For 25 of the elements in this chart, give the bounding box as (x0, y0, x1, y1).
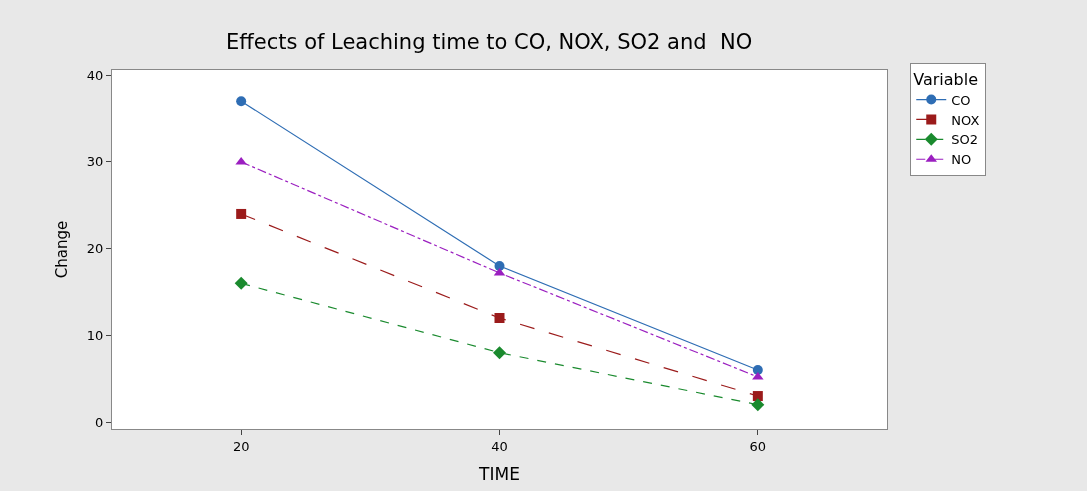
point (752, 365, 763, 376)
y-tick-label: 0 (95, 414, 104, 430)
point (752, 391, 763, 402)
x-tick-label: 60 (749, 438, 767, 454)
legend-label: NOX (951, 112, 980, 128)
point (236, 96, 247, 107)
legend-label: CO (951, 92, 971, 108)
point (493, 346, 506, 360)
point (494, 313, 505, 323)
x-axis-title: TIME (478, 464, 520, 484)
point (751, 398, 765, 412)
point (234, 276, 248, 290)
y-tick-label: 10 (86, 327, 104, 343)
point (236, 208, 247, 219)
chart-title: Effects of Leaching time to CO, NOX, SO2 and NO (226, 30, 753, 55)
x-tick-label: 40 (491, 438, 508, 454)
y-axis-title: Change (53, 220, 72, 279)
point (494, 260, 505, 271)
y-tick-label: 40 (86, 67, 104, 83)
x-tick-label: 20 (232, 438, 250, 454)
legend-label: SO2 (951, 132, 979, 148)
y-tick-label: 30 (86, 154, 104, 170)
legend-label: NO (951, 152, 972, 168)
legend-title: Variable (913, 69, 979, 89)
y-tick-label: 20 (86, 241, 104, 257)
